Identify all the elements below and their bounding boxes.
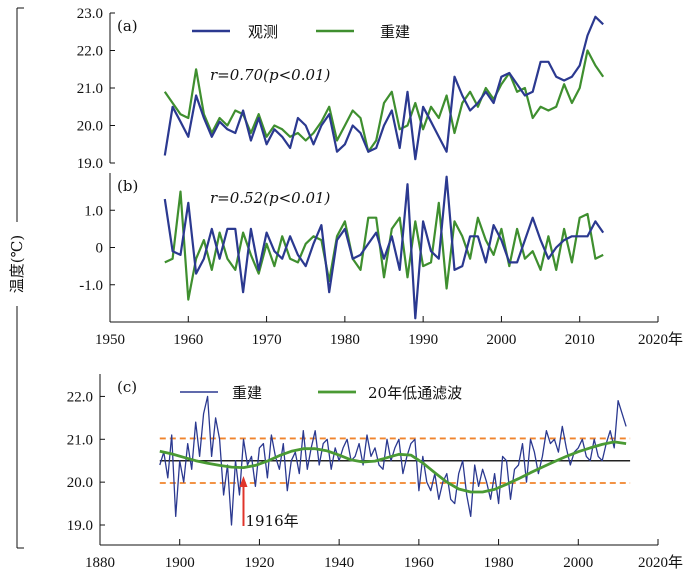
legend-observed-label: 观测 (248, 23, 278, 41)
panel-b-x-tick-label: 1960 (173, 332, 203, 348)
panel-c-x-tick-label: 1880 (85, 555, 115, 571)
panel-c-y-tick-label: 22.0 (67, 389, 93, 405)
panel-c-reconstructed-line (159, 395, 627, 526)
panel-c-label: (c) (117, 378, 137, 396)
panel-b-correlation: r=0.52(p<0.01) (210, 189, 331, 207)
panel-c-y-tick-label: 19.0 (67, 518, 93, 534)
panel-c-1916-arrow (239, 476, 248, 526)
y-axis-label-bg (8, 222, 26, 306)
panel-b-reconstructed-line (164, 190, 604, 301)
panel-a: 19.020.021.022.023.0 (a) r=0.70(p<0.01) … (77, 6, 605, 172)
legend-recon-label: 重建 (232, 384, 262, 402)
panel-b-x-tick-label: 1980 (330, 332, 360, 348)
panel-a-reconstructed-line (163, 49, 605, 153)
panel-c-y-tick-label: 21.0 (67, 432, 93, 448)
panel-c-legend: 重建 20年低通滤波 (180, 384, 462, 402)
panel-b-x-tick-label: 2010 (565, 332, 595, 348)
panel-b-x-tick-label: 1950 (95, 332, 125, 348)
panel-c-x-ticks: 1880 1900 1920 1940 1960 1980 2000 2020年 (85, 539, 683, 571)
panel-a-observed-line (163, 15, 604, 161)
panel-a-y-tick-label: 23.0 (77, 6, 103, 22)
panel-c-x-tick-label: 1960 (404, 555, 434, 571)
panel-b-x-tick-label: 1990 (408, 332, 438, 348)
panel-c-x-tick-label: 2020年 (638, 554, 683, 571)
panel-a-y-ticks: 19.0 20.0 21.0 22.0 23.0 (77, 6, 115, 172)
legend-reconstructed-label: 重建 (380, 23, 410, 41)
y-axis-label-group: 温度(℃) (8, 7, 26, 549)
panel-a-y-tick-label: 21.0 (77, 81, 103, 97)
panel-c-1916-label: 1916年 (245, 512, 298, 530)
arrow-head (239, 476, 248, 487)
panel-b-x-tick-label: 2020年 (638, 331, 683, 348)
panel-a-y-tick-label: 20.0 (77, 119, 103, 135)
panel-a-y-tick-label: 19.0 (77, 156, 103, 172)
panel-c-x-tick-label: 1900 (165, 555, 195, 571)
panel-b-label: (b) (117, 177, 138, 195)
panel-a-correlation: r=0.70(p<0.01) (210, 66, 331, 84)
panel-b-x-tick-label: 1970 (252, 332, 282, 348)
panel-b-y-tick-label: -1.0 (79, 278, 103, 294)
panel-a-y-tick-label: 22.0 (77, 44, 103, 60)
panel-c-x-tick-label: 1920 (244, 555, 274, 571)
panel-a-legend: 观测 重建 (192, 23, 410, 41)
panel-c-x-tick-label: 2000 (563, 555, 593, 571)
panel-b-y-ticks: -1.0 0 1.0 (79, 203, 115, 294)
legend-lowpass-label: 20年低通滤波 (368, 384, 462, 402)
panel-b-y-tick-label: 0 (96, 241, 104, 257)
panel-b: -1.0 0 1.0 1950 1960 1970 1980 1990 2000 2010 202… (79, 173, 683, 348)
panel-c-y-ticks: 19.0 20.0 21.0 22.0 (67, 389, 105, 534)
panel-c-lowpass-line (159, 440, 627, 494)
panel-b-observed-line (163, 175, 605, 320)
panel-b-y-tick-label: 1.0 (84, 203, 103, 219)
panel-b-x-tick-label: 2000 (486, 332, 516, 348)
panel-c-y-tick-label: 20.0 (67, 475, 93, 491)
panel-c: 19.0 20.0 21.0 22.0 1880 1900 1920 1940 1960 198… (67, 374, 683, 571)
panel-b-x-ticks: 1950 1960 1970 1980 1990 2000 2010 2020年 (95, 316, 683, 348)
panel-a-label: (a) (117, 17, 138, 35)
panel-c-x-tick-label: 1980 (484, 555, 514, 571)
panel-c-x-tick-label: 1940 (324, 555, 354, 571)
y-axis-label: 温度(℃) (8, 235, 26, 293)
